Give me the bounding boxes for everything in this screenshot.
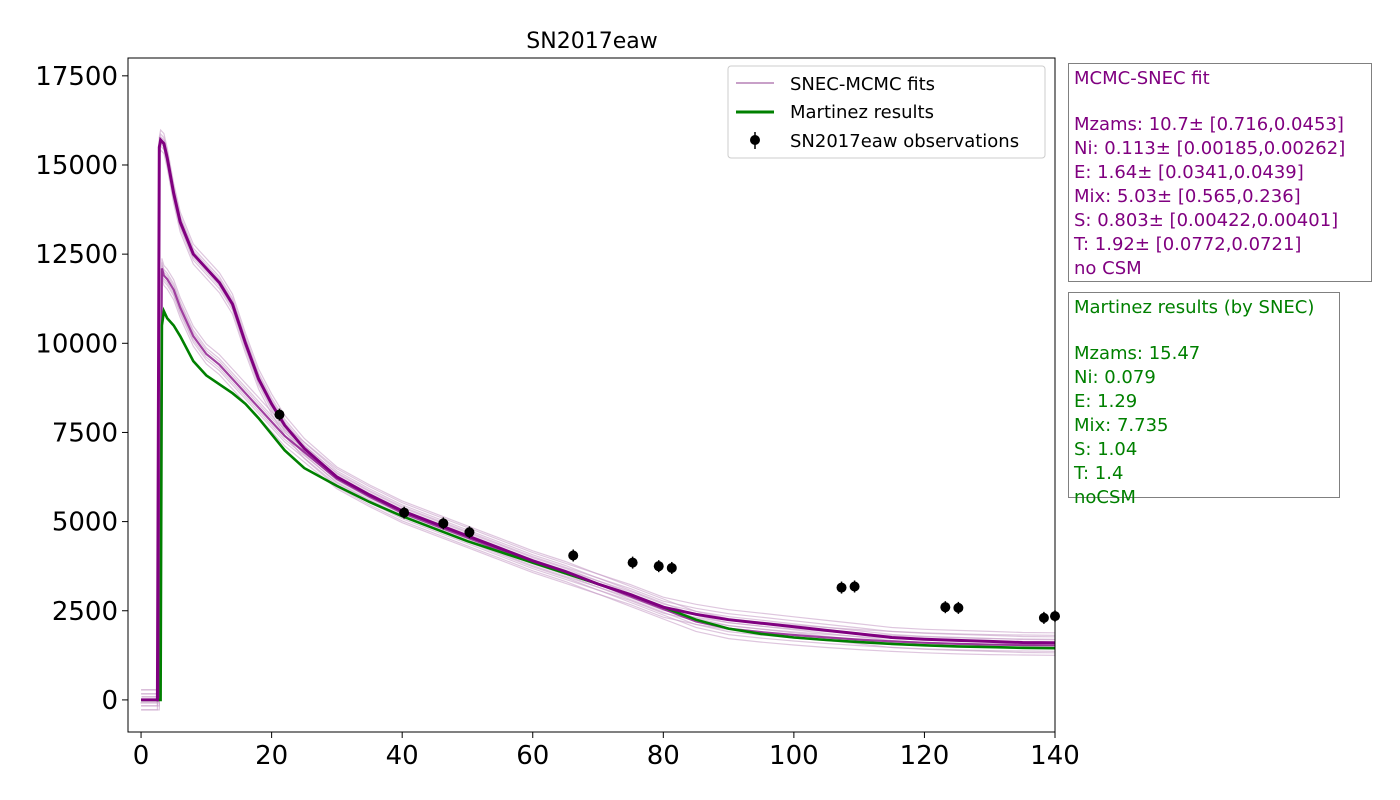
observation-point	[836, 582, 847, 593]
mcmc-param-t: T: 1.92± [0.0772,0.0721]	[1074, 234, 1302, 255]
observation-point	[438, 518, 449, 529]
x-tick-label: 80	[647, 741, 680, 771]
legend: SNEC-MCMC fits Martinez results SN2017ea…	[727, 65, 1046, 159]
mcmc-param-e: E: 1.64± [0.0341,0.0439]	[1074, 162, 1304, 183]
x-tick-label: 140	[1030, 741, 1080, 771]
x-tick-label: 120	[900, 741, 950, 771]
mcmc-fit-title: MCMC-SNEC fit	[1074, 68, 1210, 89]
observation-point	[940, 602, 951, 613]
y-tick-label: 12500	[35, 240, 118, 270]
mcmc-param-mix: Mix: 5.03± [0.565,0.236]	[1074, 186, 1301, 207]
observation-point	[953, 602, 964, 613]
observation-point	[666, 562, 677, 573]
x-tick-label: 20	[255, 741, 288, 771]
martinez-param-t: T: 1.4	[1074, 463, 1124, 484]
observation-point	[274, 409, 285, 420]
martinez-param-s: S: 1.04	[1074, 439, 1138, 460]
observation-point	[1038, 612, 1049, 623]
mcmc-param-s: S: 0.803± [0.00422,0.00401]	[1074, 210, 1339, 231]
x-tick-label: 0	[133, 741, 150, 771]
martinez-param-mzams: Mzams: 15.47	[1074, 343, 1201, 364]
legend-frame	[727, 65, 1046, 159]
mcmc-fit-info-box: MCMC-SNEC fit Mzams: 10.7± [0.716,0.0453…	[1068, 63, 1372, 282]
observation-point	[849, 581, 860, 592]
chart-title: SN2017eaw	[526, 29, 657, 54]
martinez-param-mix: Mix: 7.735	[1074, 415, 1169, 436]
y-tick-label: 0	[101, 686, 118, 716]
legend-label-martinez: Martinez results	[790, 102, 934, 123]
mcmc-param-csm: no CSM	[1074, 258, 1142, 279]
mcmc-secondary-fit-line-3	[141, 278, 1055, 711]
martinez-title: Martinez results (by SNEC)	[1074, 297, 1315, 318]
x-tick-label: 40	[386, 741, 419, 771]
mcmc-secondary-fit-line-2	[141, 274, 1055, 707]
observation-point	[653, 561, 664, 572]
observation-point	[399, 507, 410, 518]
martinez-param-ni: Ni: 0.079	[1074, 367, 1156, 388]
mcmc-main-fit-line	[141, 136, 1055, 702]
observation-point	[627, 557, 638, 568]
x-tick-label: 60	[516, 741, 549, 771]
mcmc-secondary-fit-line-0	[141, 258, 1055, 691]
plot-frame	[127, 57, 1056, 733]
y-tick-label: 15000	[35, 151, 118, 181]
mcmc-secondary-fit-line	[141, 268, 1055, 701]
mcmc-main-fit-line-0	[141, 128, 1055, 691]
x-tick-label: 100	[769, 741, 819, 771]
y-tick-label: 7500	[52, 418, 118, 448]
martinez-results-info-box: Martinez results (by SNEC) Mzams: 15.47 …	[1068, 292, 1340, 508]
y-tick-label: 2500	[52, 597, 118, 627]
martinez-results-line	[141, 306, 1055, 702]
mcmc-param-ni: Ni: 0.113± [0.00185,0.00262]	[1074, 138, 1346, 159]
legend-label-mcmc: SNEC-MCMC fits	[790, 74, 935, 95]
observation-point	[568, 550, 579, 561]
martinez-param-e: E: 1.29	[1074, 391, 1138, 412]
martinez-param-csm: noCSM	[1074, 487, 1136, 508]
observation-point	[464, 527, 475, 538]
legend-label-observations: SN2017eaw observations	[790, 131, 1019, 152]
mcmc-param-mzams: Mzams: 10.7± [0.716,0.0453]	[1074, 114, 1344, 135]
y-tick-label: 17500	[35, 62, 118, 92]
legend-swatch-observations	[750, 135, 760, 145]
y-tick-label: 10000	[35, 329, 118, 359]
y-tick-label: 5000	[52, 508, 118, 538]
